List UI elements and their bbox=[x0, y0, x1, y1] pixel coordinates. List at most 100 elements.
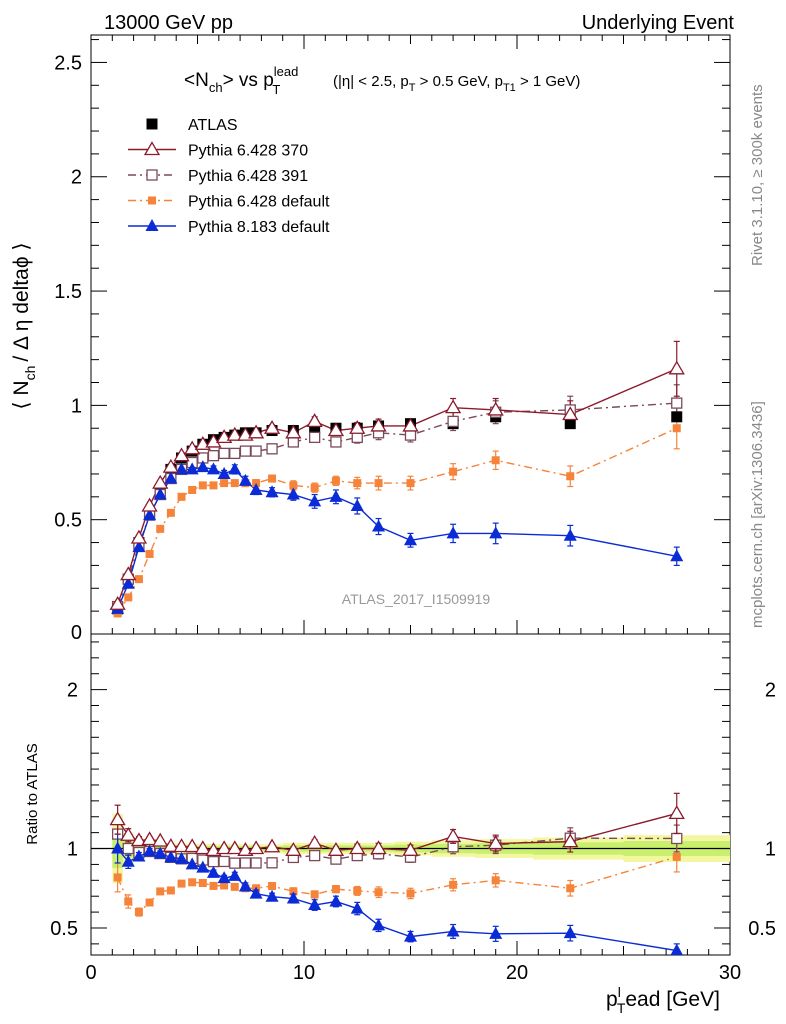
data-point-py6def bbox=[198, 481, 207, 490]
data-point-py370 bbox=[152, 474, 169, 489]
legend-marker-atlas bbox=[146, 118, 158, 130]
rivet-label: Rivet 3.1.10, ≥ 300k events bbox=[749, 84, 766, 266]
data-point-py391 bbox=[218, 447, 230, 460]
data-point-py370 bbox=[184, 440, 201, 455]
data-point-py8def bbox=[446, 526, 460, 539]
data-point-py370 bbox=[226, 426, 243, 441]
data-point-py6def bbox=[145, 549, 154, 558]
mcplots-label: mcplots.cern.ch [arXiv:1306.3436] bbox=[749, 401, 766, 628]
ratio-point-py8def bbox=[111, 841, 125, 854]
data-point-py8def bbox=[350, 498, 364, 511]
data-point-py8def bbox=[185, 462, 199, 475]
y-tick-label-top-zero: 0 bbox=[71, 622, 82, 644]
ratio-point-py370 bbox=[402, 841, 419, 856]
data-point-py8def bbox=[238, 473, 252, 486]
data-point-py391 bbox=[308, 431, 321, 444]
ratio-point-py8def bbox=[670, 943, 683, 955]
data-point-py6def bbox=[220, 479, 229, 488]
ratio-point-py8def bbox=[196, 860, 210, 873]
axis-ticks: 0 10 20 30 0.5 1 1.5 2 2.5 0 0.5 0.5 1 1 2 2 bbox=[50, 35, 776, 984]
data-point-py6def bbox=[166, 508, 175, 517]
ratio-point-py6def bbox=[156, 887, 165, 896]
ratio-point-py8def bbox=[350, 901, 364, 914]
data-point-py6def bbox=[268, 474, 277, 483]
data-point-py370 bbox=[141, 497, 158, 512]
ratio-point-py8def bbox=[238, 879, 252, 892]
data-point-py8def bbox=[153, 487, 167, 500]
data-point-py8def bbox=[132, 540, 146, 553]
data-point-py370 bbox=[109, 595, 126, 610]
data-point-py8def bbox=[563, 528, 577, 541]
ratio-point-py391 bbox=[239, 857, 252, 869]
y-tick-label-top: 2.5 bbox=[54, 52, 82, 74]
ratio-point-py370 bbox=[247, 840, 265, 855]
ratio-point-py370 bbox=[215, 840, 233, 855]
data-point-py391 bbox=[250, 445, 262, 457]
ratio-point-py391 bbox=[229, 857, 241, 869]
ratio-point-py370 bbox=[668, 805, 685, 820]
data-point-py8def bbox=[372, 519, 386, 532]
ratio-point-py370 bbox=[109, 811, 126, 826]
ratio-point-py8def bbox=[121, 854, 135, 867]
ratio-point-py8def bbox=[249, 886, 263, 899]
ratio-point-py370 bbox=[285, 842, 302, 856]
ratio-point-py370 bbox=[162, 838, 180, 852]
ratio-point-py370 bbox=[205, 842, 222, 857]
header-right: Underlying Event bbox=[582, 12, 735, 34]
data-point-py8def bbox=[670, 549, 684, 562]
data-point-py8def bbox=[329, 489, 343, 502]
ratio-point-py370 bbox=[327, 842, 345, 856]
data-point-py8def bbox=[143, 508, 157, 521]
ratio-point-py8def bbox=[153, 846, 167, 859]
ratio-point-py370 bbox=[349, 840, 366, 855]
data-point-py6def bbox=[188, 485, 197, 494]
y-tick-label-top: 2 bbox=[71, 167, 82, 189]
ratio-point-py370 bbox=[130, 832, 148, 847]
plot-cuts: (|η| < 2.5, pT > 0.5 GeV, pT1 > 1 GeV) bbox=[333, 73, 580, 94]
ratio-point-py6def bbox=[230, 882, 239, 891]
data-point-py6def bbox=[672, 424, 681, 433]
data-series bbox=[109, 340, 685, 618]
ratio-point-py391 bbox=[250, 857, 262, 869]
ratio-point-py6def bbox=[353, 886, 362, 895]
ratio-point-py370 bbox=[184, 838, 201, 853]
ratio-point-py6def bbox=[406, 889, 415, 898]
series-line-py391 bbox=[116, 402, 677, 607]
ratio-point-py391 bbox=[308, 849, 321, 862]
ratio-point-py8def bbox=[404, 929, 417, 942]
data-point-py370 bbox=[349, 419, 366, 434]
y-tick-label-top: 0.5 bbox=[54, 510, 82, 532]
ratio-ylabel: Ratio to ATLAS bbox=[24, 743, 41, 844]
data-point-py370 bbox=[444, 399, 462, 414]
data-point-py370 bbox=[306, 413, 323, 428]
ratio-point-py8def bbox=[217, 871, 231, 884]
data-point-py6def bbox=[310, 483, 319, 492]
ratio-panel-frame bbox=[90, 633, 731, 956]
x-tick-label: 30 bbox=[719, 962, 741, 984]
data-point-py370 bbox=[247, 424, 265, 439]
ratio-point-py8def bbox=[308, 898, 322, 911]
x-tick-label: 20 bbox=[506, 962, 528, 984]
ratio-point-py6def bbox=[124, 897, 133, 906]
data-point-py8def bbox=[404, 533, 417, 546]
legend-label-py391: Pythia 6.428 391 bbox=[188, 168, 308, 185]
x-axis-label: pl Tead [GeV] bbox=[606, 984, 720, 1016]
data-point-py8def bbox=[206, 462, 220, 475]
ratio-point-py6def bbox=[209, 881, 218, 890]
ratio-point-py6def bbox=[145, 898, 154, 907]
legend: ATLAS Pythia 6.428 370 Pythia 6.428 391 Pyt… bbox=[128, 117, 330, 236]
data-point-atlas bbox=[309, 422, 321, 434]
y-tick-label-top: 1.5 bbox=[54, 281, 82, 303]
ratio-point-py6def bbox=[268, 882, 277, 891]
data-point-py6def bbox=[374, 479, 383, 488]
ratio-point-py8def bbox=[206, 865, 220, 878]
ratio-point-py6def bbox=[374, 888, 383, 897]
ratio-point-py391 bbox=[218, 855, 230, 868]
data-point-py8def bbox=[175, 462, 189, 475]
ratio-point-py370 bbox=[370, 840, 387, 855]
legend-label-py8def: Pythia 8.183 default bbox=[188, 219, 330, 236]
legend-label-atlas: ATLAS bbox=[188, 117, 238, 134]
ratio-point-py8def bbox=[329, 894, 343, 907]
legend-label-py6def: Pythia 6.428 default bbox=[188, 194, 330, 211]
